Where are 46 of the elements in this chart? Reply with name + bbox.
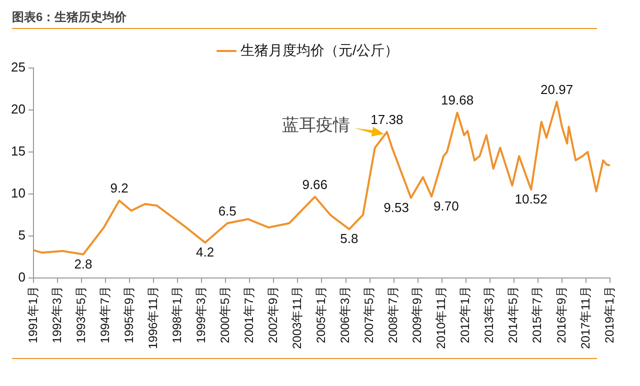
x-tick-label: 2017年11月 — [578, 286, 592, 350]
data-label: 9.53 — [384, 200, 409, 215]
x-tick-label: 1999年3月 — [194, 286, 208, 344]
y-tick-label: 25 — [10, 60, 26, 75]
x-tick-label: 2006年3月 — [338, 286, 352, 344]
data-label: 2.8 — [74, 256, 92, 272]
x-tick-label: 1995年9月 — [122, 286, 136, 344]
x-tick-label: 1998年1月 — [170, 286, 184, 344]
x-tick-label: 1994年7月 — [98, 286, 112, 344]
y-tick-label: 15 — [10, 144, 26, 159]
x-tick-label: 2003年11月 — [290, 286, 304, 350]
x-tick-label: 2015年7月 — [530, 286, 544, 344]
x-tick-label: 2001年7月 — [242, 286, 256, 344]
x-tick-label: 2013年3月 — [482, 286, 496, 344]
y-tick-label: 20 — [10, 102, 26, 117]
x-tick-label: 2012年1月 — [458, 286, 472, 344]
data-label: 9.70 — [434, 198, 459, 214]
x-tick-label: 1991年1月 — [26, 286, 40, 344]
data-label: 19.68 — [441, 92, 474, 108]
y-tick-label: 10 — [10, 185, 26, 200]
x-tick-label: 2009年9月 — [410, 286, 424, 344]
data-label: 6.5 — [218, 203, 236, 218]
x-tick-label: 2000年5月 — [218, 286, 232, 344]
data-label: 10.52 — [514, 192, 548, 207]
annotation: 蓝耳疫情 — [282, 116, 350, 135]
y-tick-label: 5 — [18, 227, 26, 242]
x-tick-label: 1993年5月 — [74, 286, 88, 344]
x-tick-label: 2002年9月 — [266, 286, 280, 344]
y-tick-label: 0 — [18, 269, 26, 284]
x-tick-label: 2008年7月 — [386, 286, 400, 344]
x-tick-label: 1996年11月 — [146, 286, 160, 350]
x-tick-label: 2010年11月 — [434, 286, 448, 350]
chart-title: 图表6：生猪历史均价 — [12, 6, 597, 29]
data-label: 5.8 — [340, 231, 358, 246]
data-label: 17.38 — [370, 112, 404, 128]
data-label: 9.66 — [302, 176, 328, 192]
x-tick-label: 2005年1月 — [314, 286, 328, 344]
data-label: 4.2 — [196, 244, 214, 260]
legend-label: 生猪月度均价（元/公斤） — [240, 42, 398, 58]
data-label: 20.97 — [540, 82, 574, 97]
data-label: 9.2 — [110, 180, 128, 196]
x-tick-label: 2016年9月 — [554, 286, 568, 344]
x-tick-label: 1992年3月 — [50, 286, 64, 344]
x-tick-label: 2007年5月 — [362, 286, 376, 344]
x-tick-label: 2019年1月 — [602, 286, 616, 344]
x-tick-label: 2014年5月 — [506, 286, 520, 344]
